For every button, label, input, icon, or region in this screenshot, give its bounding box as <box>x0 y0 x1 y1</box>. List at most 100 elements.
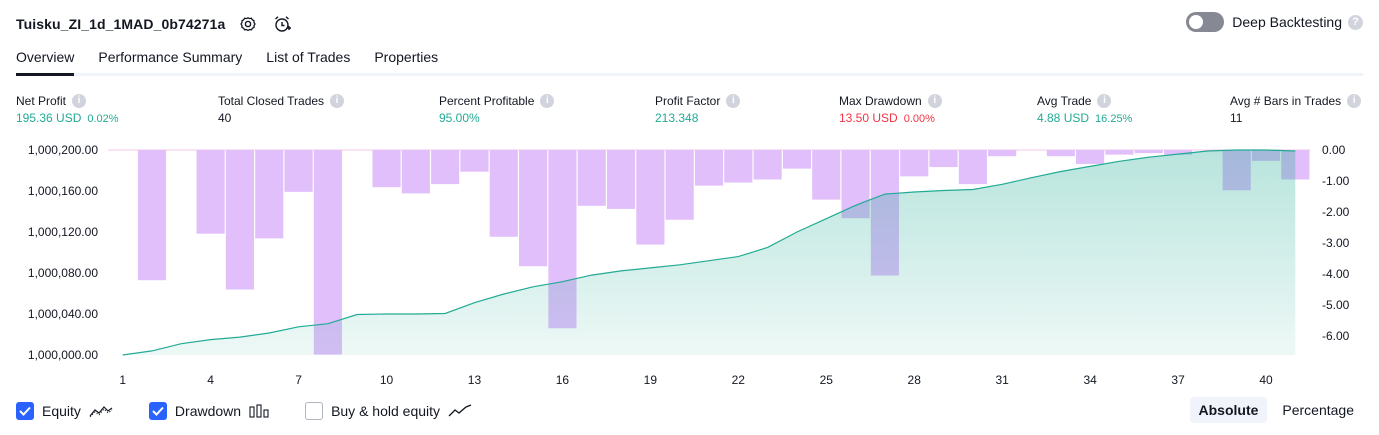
drawdown-bar[interactable] <box>694 150 724 186</box>
drawdown-bar[interactable] <box>929 150 958 168</box>
equity-glyph-icon <box>89 404 113 418</box>
metric-value: 95.00% <box>439 111 480 125</box>
legend-equity[interactable]: Equity <box>16 402 113 420</box>
drawdown-bar[interactable] <box>753 150 782 180</box>
left-tick-label: 1,000,040.00 <box>28 307 98 321</box>
drawdown-bar[interactable] <box>665 150 694 220</box>
drawdown-bar[interactable] <box>196 150 225 234</box>
right-tick-label: -4.00 <box>1322 267 1350 281</box>
drawdown-bar[interactable] <box>1046 150 1075 157</box>
x-tick-label: 37 <box>1171 373 1185 387</box>
x-tick-label: 22 <box>732 373 746 387</box>
metric-percent: 16.25% <box>1095 113 1133 125</box>
deep-backtesting-label: Deep Backtesting <box>1232 14 1342 30</box>
info-icon[interactable]: i <box>1097 94 1112 108</box>
drawdown-bar[interactable] <box>519 150 548 267</box>
metric-total-closed-trades: Total Closed Trades i 40 <box>218 94 345 125</box>
drawdown-bar[interactable] <box>988 150 1017 157</box>
deep-backtesting: Deep Backtesting ? <box>1186 12 1363 32</box>
tab-overview[interactable]: Overview <box>16 44 75 76</box>
metric-value: 213.348 <box>655 111 699 125</box>
scale-toggle: Absolute Percentage <box>1184 397 1364 423</box>
drawdown-bar[interactable] <box>1105 150 1134 155</box>
info-icon[interactable]: ? <box>1348 14 1363 30</box>
tab-list-of-trades[interactable]: List of Trades <box>266 49 351 65</box>
equity-area <box>122 149 1296 356</box>
drawdown-bar[interactable] <box>577 150 606 206</box>
absolute-button[interactable]: Absolute <box>1189 397 1268 423</box>
info-icon[interactable]: i <box>330 94 345 108</box>
drawdown-bar[interactable] <box>284 150 313 192</box>
drawdown-bar[interactable] <box>812 150 841 200</box>
deep-backtesting-toggle[interactable] <box>1186 12 1225 32</box>
info-icon[interactable]: i <box>72 94 87 108</box>
strategy-header: Tuisku_ZI_1d_1MAD_0b74271a <box>16 10 293 38</box>
add-alert-icon[interactable] <box>271 13 293 35</box>
metric-value: 4.88 USD <box>1037 111 1090 125</box>
metric-percent: 0.00% <box>903 113 935 125</box>
x-tick-label: 4 <box>207 373 214 387</box>
drawdown-bar[interactable] <box>958 150 987 185</box>
tab-performance-summary[interactable]: Performance Summary <box>98 49 243 65</box>
info-icon[interactable]: i <box>927 94 942 108</box>
metric-value: 195.36 USD <box>16 111 82 125</box>
tab-properties[interactable]: Properties <box>374 49 439 65</box>
metric-label: Net Profit <box>16 94 67 108</box>
equity-area-fill <box>122 150 1296 355</box>
equity-line[interactable] <box>122 149 1296 356</box>
right-tick-label: -2.00 <box>1322 205 1350 219</box>
settings-icon[interactable] <box>237 13 259 35</box>
left-tick-label: 1,000,200.00 <box>28 143 98 157</box>
x-tick-label: 25 <box>820 373 834 387</box>
metric-percent: 0.02% <box>87 113 119 125</box>
drawdown-bar[interactable] <box>401 150 430 194</box>
drawdown-bar[interactable] <box>636 150 665 245</box>
metric-label: Avg Trade <box>1037 94 1092 108</box>
metric-avg-trade: Avg Trade i 4.88 USD 16.25% <box>1037 94 1132 125</box>
metric-avg-bars: Avg # Bars in Trades i 11 <box>1230 94 1362 125</box>
legend-label: Buy & hold equity <box>331 403 441 419</box>
metric-percent-profitable: Percent Profitable i 95.00% <box>439 94 555 125</box>
buy-hold-checkbox[interactable] <box>305 402 324 420</box>
drawdown-bar[interactable] <box>724 150 753 183</box>
drawdown-bar[interactable] <box>782 150 812 169</box>
drawdown-bar[interactable] <box>137 150 167 281</box>
drawdown-bar[interactable] <box>606 150 636 209</box>
chart-legend: Equity Drawdown Buy & hold equity <box>16 400 508 422</box>
info-icon[interactable]: i <box>726 94 741 108</box>
equity-drawdown-chart[interactable]: 1,000,200.00 1,000,160.00 1,000,120.00 1,00… <box>0 135 1379 390</box>
info-icon[interactable]: i <box>1347 94 1362 108</box>
metric-label: Profit Factor <box>655 94 721 108</box>
drawdown-bar[interactable] <box>460 150 489 172</box>
x-tick-label: 40 <box>1259 373 1273 387</box>
left-axis: 1,000,200.00 1,000,160.00 1,000,120.00 1,00… <box>28 143 98 362</box>
drawdown-bar[interactable] <box>372 150 401 188</box>
left-tick-label: 1,000,000.00 <box>28 348 98 362</box>
drawdown-bar[interactable] <box>900 150 929 177</box>
drawdown-checkbox[interactable] <box>148 402 167 420</box>
x-tick-label: 28 <box>908 373 922 387</box>
drawdown-glyph-icon <box>249 404 269 418</box>
x-tick-label: 7 <box>295 373 302 387</box>
drawdown-bar[interactable] <box>1134 150 1163 154</box>
equity-checkbox[interactable] <box>16 402 34 420</box>
x-tick-label: 34 <box>1083 373 1097 387</box>
metric-label: Total Closed Trades <box>218 94 325 108</box>
metric-label: Percent Profitable <box>439 94 535 108</box>
drawdown-bar[interactable] <box>431 150 460 185</box>
drawdown-bar[interactable] <box>489 150 518 237</box>
metric-net-profit: Net Profit i 195.36 USD 0.02% <box>16 94 119 125</box>
percentage-button[interactable]: Percentage <box>1282 402 1354 418</box>
tab-bar: Overview Performance Summary List of Tra… <box>16 44 1363 76</box>
drawdown-bar[interactable] <box>225 150 254 290</box>
left-tick-label: 1,000,120.00 <box>28 225 98 239</box>
info-icon[interactable]: i <box>540 94 555 108</box>
metric-profit-factor: Profit Factor i 213.348 <box>655 94 741 125</box>
right-axis: 0.00 -1.00 -2.00 -3.00 -4.00 -5.00 -6.00 <box>1322 143 1350 343</box>
legend-drawdown[interactable]: Drawdown <box>148 402 269 420</box>
legend-buy-hold[interactable]: Buy & hold equity <box>305 402 472 420</box>
metric-value: 13.50 USD <box>839 111 898 125</box>
drawdown-bar[interactable] <box>1076 150 1105 164</box>
drawdown-bar[interactable] <box>255 150 284 239</box>
drawdown-bar[interactable] <box>1164 150 1193 155</box>
